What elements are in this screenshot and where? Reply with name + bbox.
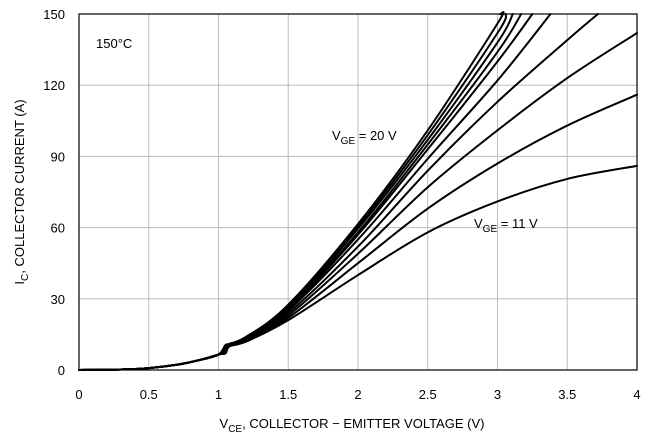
x-tick-label: 3 <box>494 387 501 402</box>
y-tick-label: 30 <box>51 292 65 307</box>
x-tick-label: 1 <box>215 387 222 402</box>
x-tick-label: 2 <box>354 387 361 402</box>
x-axis-label: VCE, COLLECTOR − EMITTER VOLTAGE (V) <box>220 416 485 435</box>
curve-series <box>78 11 638 371</box>
y-axis-tick-labels: 0 30 60 90 120 150 <box>43 7 65 378</box>
temperature-annotation: 150°C <box>96 36 132 51</box>
series-line-4 <box>78 13 599 371</box>
x-tick-label: 2.5 <box>419 387 437 402</box>
x-tick-label: 0 <box>75 387 82 402</box>
y-axis-label: IC, COLLECTOR CURRENT (A) <box>12 99 31 284</box>
series-line-10 <box>78 11 505 371</box>
series-line-6 <box>78 13 534 371</box>
x-tick-label: 3.5 <box>558 387 576 402</box>
x-tick-label: 4 <box>633 387 640 402</box>
grid-lines <box>79 14 637 370</box>
x-tick-label: 0.5 <box>140 387 158 402</box>
plot-frame <box>78 13 638 371</box>
y-tick-label: 0 <box>58 363 65 378</box>
y-tick-label: 120 <box>43 78 65 93</box>
x-tick-label: 1.5 <box>279 387 297 402</box>
vge-low-annotation: VGE = 11 V <box>474 216 538 235</box>
y-tick-label: 60 <box>51 221 65 236</box>
x-axis-tick-labels: 0 0.5 1 1.5 2 2.5 3 3.5 4 <box>75 387 640 402</box>
y-tick-label: 150 <box>43 7 65 22</box>
series-line-7 <box>78 13 523 371</box>
y-tick-label: 90 <box>51 149 65 164</box>
vge-high-annotation: VGE = 20 V <box>332 128 397 147</box>
